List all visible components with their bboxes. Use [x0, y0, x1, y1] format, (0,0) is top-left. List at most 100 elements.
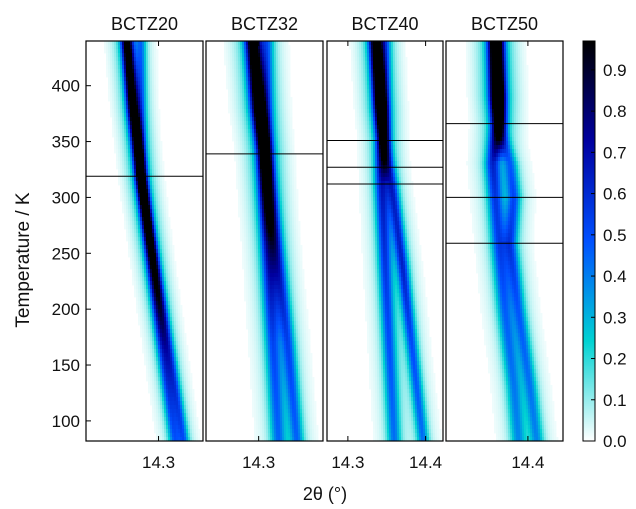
heatmap-cell: [156, 113, 159, 118]
heatmap-cell: [276, 173, 279, 178]
heatmap-cell: [142, 269, 145, 274]
heatmap-cell: [300, 297, 303, 302]
heatmap-cell: [122, 169, 125, 174]
heatmap-cell: [246, 45, 249, 50]
heatmap-cell: [228, 97, 231, 102]
heatmap-cell: [270, 317, 273, 322]
heatmap-cell: [132, 261, 135, 266]
heatmap-cell: [248, 69, 251, 74]
heatmap-cell: [294, 169, 297, 174]
heatmap-cell: [284, 261, 287, 266]
heatmap-cell: [176, 361, 179, 366]
heatmap-cell: [142, 69, 145, 74]
heatmap-cell: [168, 425, 171, 430]
heatmap-cell: [244, 233, 247, 238]
heatmap-cell: [294, 257, 297, 262]
heatmap-cell: [254, 213, 257, 218]
heatmap-cell: [108, 45, 111, 50]
heatmap-cell: [250, 373, 253, 378]
heatmap-cell: [136, 197, 139, 202]
heatmap-cell: [290, 125, 293, 130]
heatmap-cell: [156, 81, 159, 86]
heatmap-cell: [306, 341, 309, 346]
heatmap-cell: [166, 257, 169, 262]
heatmap-cell: [158, 149, 161, 154]
heatmap-cell: [294, 233, 297, 238]
heatmap-cell: [226, 85, 229, 90]
heatmap-cell: [144, 145, 147, 150]
heatmap-cell: [288, 133, 291, 138]
heatmap-cell: [292, 373, 295, 378]
heatmap-cell: [142, 129, 145, 134]
heatmap-cell: [288, 325, 291, 330]
heatmap-cell: [278, 305, 281, 310]
heatmap-cell: [268, 41, 271, 46]
heatmap-cell: [256, 345, 259, 350]
heatmap-cell: [276, 265, 279, 270]
heatmap-cell: [120, 197, 123, 202]
heatmap-cell: [278, 105, 281, 110]
heatmap-cell: [286, 137, 289, 142]
heatmap-cell: [274, 85, 277, 90]
heatmap-cell: [146, 241, 149, 246]
heatmap-cell: [192, 393, 195, 398]
heatmap-cell: [168, 413, 171, 418]
heatmap-cell: [158, 345, 161, 350]
heatmap-cell: [248, 337, 251, 342]
heatmap-cell: [130, 197, 133, 202]
heatmap-cell: [302, 365, 305, 370]
heatmap-cell: [310, 357, 313, 362]
heatmap-cell: [276, 249, 279, 254]
heatmap-cell: [142, 85, 145, 90]
heatmap-cell: [276, 357, 279, 362]
heatmap-cell: [270, 349, 273, 354]
heatmap-cell: [116, 129, 119, 134]
heatmap-cell: [270, 149, 273, 154]
heatmap-cell: [132, 61, 135, 66]
heatmap-cell: [144, 181, 147, 186]
heatmap-cell: [282, 133, 285, 138]
heatmap-cell: [166, 413, 169, 418]
heatmap-cell: [294, 305, 297, 310]
heatmap-cell: [276, 117, 279, 122]
heatmap-cell: [292, 269, 295, 274]
heatmap-cell: [282, 101, 285, 106]
heatmap-cell: [134, 245, 137, 250]
heatmap-cell: [168, 397, 171, 402]
heatmap-cell: [140, 185, 143, 190]
heatmap-cell: [140, 77, 143, 82]
heatmap-cell: [266, 141, 269, 146]
heatmap-cell: [302, 313, 305, 318]
heatmap-cell: [122, 141, 125, 146]
heatmap-cell: [236, 181, 239, 186]
heatmap-cell: [128, 253, 131, 258]
heatmap-cell: [154, 341, 157, 346]
heatmap-cell: [266, 161, 269, 166]
heatmap-cell: [140, 257, 143, 262]
heatmap-cell: [264, 61, 267, 66]
heatmap-cell: [268, 57, 271, 62]
heatmap-cell: [154, 301, 157, 306]
heatmap-cell: [240, 133, 243, 138]
heatmap-cell: [242, 229, 245, 234]
heatmap-cell: [152, 377, 155, 382]
heatmap-cell: [250, 77, 253, 82]
heatmap-cell: [130, 109, 133, 114]
heatmap-cell: [184, 385, 187, 390]
heatmap-cell: [152, 49, 155, 54]
heatmap-cell: [280, 161, 283, 166]
heatmap-cell: [180, 413, 183, 418]
heatmap-cell: [278, 77, 281, 82]
heatmap-cell: [162, 313, 165, 318]
heatmap-cell: [254, 285, 257, 290]
heatmap-cell: [162, 405, 165, 410]
heatmap-cell: [174, 285, 177, 290]
heatmap-cell: [170, 237, 173, 242]
heatmap-cell: [198, 433, 201, 438]
heatmap-cell: [268, 241, 271, 246]
heatmap-cell: [238, 93, 241, 98]
heatmap-cell: [278, 365, 281, 370]
heatmap-cell: [140, 181, 143, 186]
heatmap-cell: [160, 293, 163, 298]
heatmap-cell: [280, 41, 283, 46]
